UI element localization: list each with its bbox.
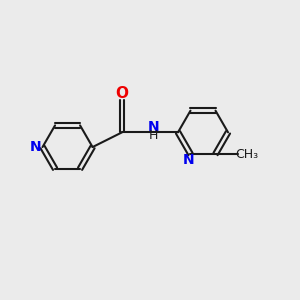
Text: O: O [116,86,128,101]
Text: N: N [30,140,42,154]
Text: H: H [149,129,158,142]
Text: N: N [183,154,195,167]
Text: CH₃: CH₃ [236,148,259,160]
Text: N: N [148,120,159,134]
